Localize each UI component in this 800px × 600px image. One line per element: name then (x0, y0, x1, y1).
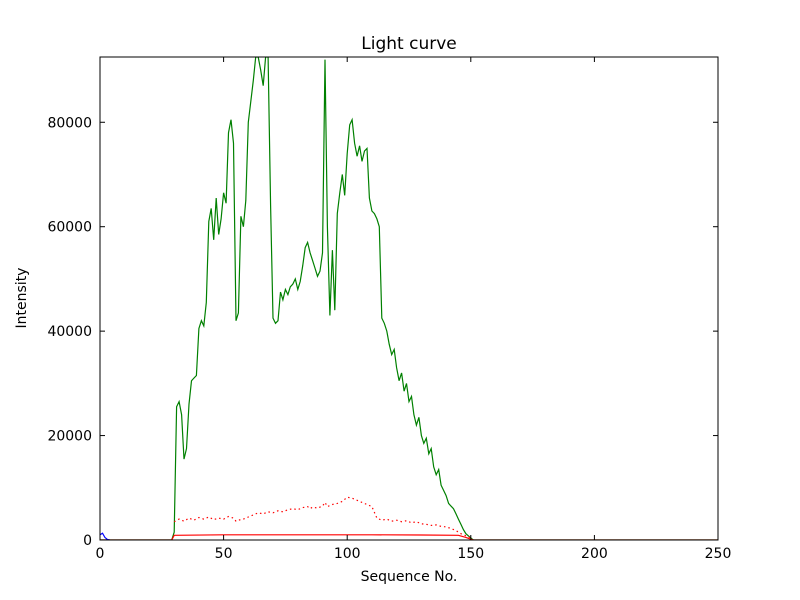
y-axis-label: Intensity (14, 268, 30, 329)
plot-background (100, 57, 718, 540)
x-axis-label: Sequence No. (361, 569, 458, 585)
ticks-group (99, 57, 719, 541)
series-main-intensity (100, 57, 718, 540)
tick-labels-group: 0 50 100 150 200 250 0 20000 40000 60000 80000 (47, 115, 731, 562)
series-secondary-dotted (173, 496, 472, 539)
y-tick-label: 20000 (47, 429, 92, 445)
x-tick-label: 100 (334, 546, 361, 562)
y-tick-label: 80000 (47, 115, 92, 131)
y-tick-label: 0 (83, 533, 92, 549)
x-tick-label: 0 (96, 546, 105, 562)
y-tick-label: 40000 (47, 324, 92, 340)
x-tick-label: 200 (581, 546, 608, 562)
x-tick-label: 250 (705, 546, 732, 562)
x-tick-label: 50 (215, 546, 233, 562)
x-tick-label: 150 (457, 546, 484, 562)
plot-border (99, 56, 719, 541)
chart-title: Light curve (361, 34, 456, 54)
y-tick-label: 60000 (47, 220, 92, 236)
